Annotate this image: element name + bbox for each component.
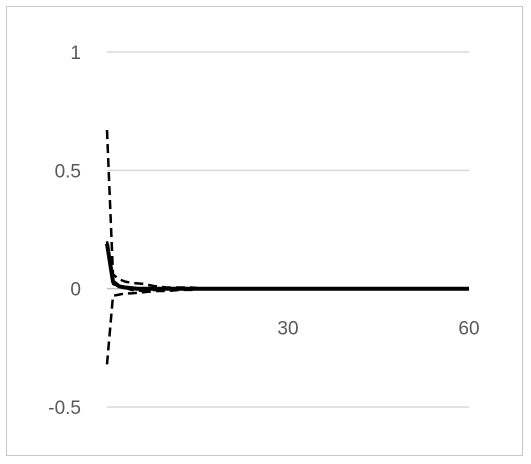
y-tick-label: 0.5 bbox=[55, 161, 81, 182]
chart-frame: 1 0.5 0 -0.5 30 60 bbox=[6, 6, 523, 456]
tick-labels: 1 0.5 0 -0.5 30 60 bbox=[48, 43, 479, 419]
series-layer bbox=[105, 130, 469, 365]
series-line-2 bbox=[105, 130, 204, 290]
x-tick-label: 30 bbox=[277, 319, 298, 340]
chart-plot: 1 0.5 0 -0.5 30 60 bbox=[48, 43, 479, 419]
x-tick-label: 60 bbox=[458, 319, 479, 340]
gridlines bbox=[107, 51, 469, 408]
series-line-1 bbox=[105, 243, 469, 291]
series-line-4 bbox=[105, 241, 168, 293]
series-line-3 bbox=[105, 287, 204, 365]
y-tick-label: -0.5 bbox=[48, 398, 81, 419]
y-tick-label: 1 bbox=[70, 43, 81, 64]
y-tick-label: 0 bbox=[70, 280, 81, 301]
